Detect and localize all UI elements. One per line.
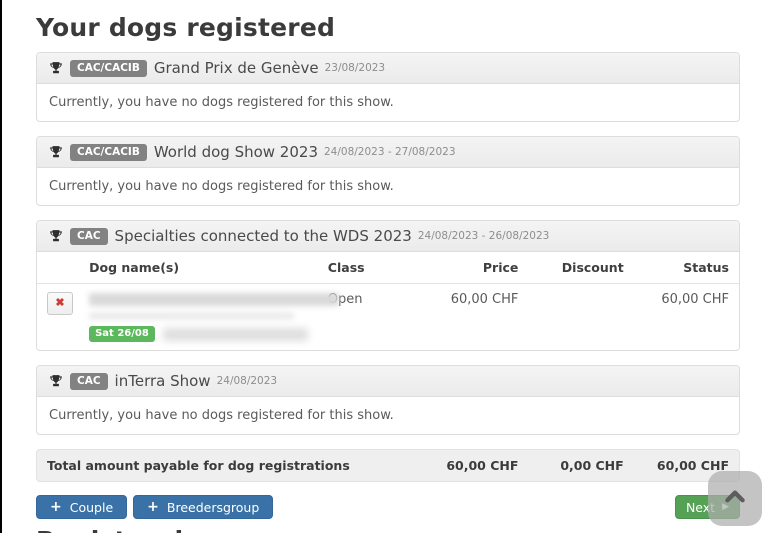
column-delete <box>37 252 80 284</box>
discount-cell <box>528 284 633 351</box>
table-row: ✖ Sat 26/08 Open 60,00 CHF <box>37 284 739 351</box>
trophy-icon <box>49 229 63 243</box>
trophy-icon <box>49 61 63 75</box>
show-type-badge: CAC/CACIB <box>70 143 147 161</box>
show-name: World dog Show 2023 <box>153 143 318 161</box>
column-dog-name: Dog name(s) <box>79 252 318 284</box>
show-type-badge: CAC/CACIB <box>70 59 147 77</box>
delete-registration-button[interactable]: ✖ <box>47 292 73 315</box>
show-panel-header: CAC Specialties connected to the WDS 202… <box>37 221 739 252</box>
show-panel-header: CAC/CACIB World dog Show 2023 24/08/2023… <box>37 137 739 168</box>
price-cell: 60,00 CHF <box>450 292 519 307</box>
totals-label: Total amount payable for dog registratio… <box>47 458 350 473</box>
no-dogs-message: Currently, you have no dogs registered f… <box>49 408 394 423</box>
delete-icon: ✖ <box>55 297 65 309</box>
show-panel-header: CAC/CACIB Grand Prix de Genève 23/08/202… <box>37 53 739 84</box>
register-dogs-title: Register dogs <box>36 527 740 533</box>
show-panel-header: CAC inTerra Show 24/08/2023 <box>37 366 739 397</box>
scroll-to-top-button[interactable] <box>708 471 762 526</box>
status-cell: 60,00 CHF <box>661 292 729 307</box>
show-panel-world-dog-show: CAC/CACIB World dog Show 2023 24/08/2023… <box>36 136 740 206</box>
redacted-dog-name <box>89 293 340 306</box>
totals-bar: Total amount payable for dog registratio… <box>36 449 740 482</box>
no-dogs-message: Currently, you have no dogs registered f… <box>49 95 394 110</box>
plus-icon: + <box>147 499 159 515</box>
redacted-dog-details <box>89 313 295 319</box>
column-price: Price <box>409 252 529 284</box>
plus-icon: + <box>50 499 62 515</box>
add-breedersgroup-button[interactable]: + Breedersgroup <box>133 495 274 519</box>
show-name: inTerra Show <box>114 372 211 390</box>
totals-status: 60,00 CHF <box>656 458 729 473</box>
table-header-row: Dog name(s) Class Price Discount Status <box>37 252 739 284</box>
page-title: Your dogs registered <box>36 13 336 42</box>
show-dates: 23/08/2023 <box>324 62 386 74</box>
totals-discount: 0,00 CHF <box>560 458 624 473</box>
column-status: Status <box>633 252 739 284</box>
trophy-icon <box>49 145 63 159</box>
registrations-table: Dog name(s) Class Price Discount Status … <box>37 252 739 350</box>
dog-name-cell: Sat 26/08 <box>79 284 340 351</box>
show-type-badge: CAC <box>70 372 108 390</box>
show-dates: 24/08/2023 <box>216 375 278 387</box>
actions-row: + Couple + Breedersgroup Next ▶ <box>36 495 740 519</box>
show-dates: 24/08/2023 - 27/08/2023 <box>324 146 456 158</box>
column-class: Class <box>317 252 410 284</box>
column-discount: Discount <box>528 252 634 284</box>
show-day-badge: Sat 26/08 <box>89 326 155 342</box>
show-dates: 24/08/2023 - 26/08/2023 <box>417 230 550 242</box>
chevron-up-icon <box>722 484 748 513</box>
add-couple-button[interactable]: + Couple <box>36 495 128 519</box>
add-breedersgroup-label: Breedersgroup <box>166 499 260 515</box>
trophy-icon <box>49 374 63 388</box>
show-panel-grand-prix: CAC/CACIB Grand Prix de Genève 23/08/202… <box>36 52 740 122</box>
add-couple-label: Couple <box>69 499 114 515</box>
main-content: Your dogs registered CAC/CACIB Grand Pri… <box>36 0 740 533</box>
no-dogs-message: Currently, you have no dogs registered f… <box>49 179 394 194</box>
show-panel-specialties: CAC Specialties connected to the WDS 202… <box>36 220 740 351</box>
redacted-owner-info <box>162 327 308 341</box>
totals-price: 60,00 CHF <box>446 458 519 473</box>
show-name: Grand Prix de Genève <box>153 59 319 77</box>
next-label: Next <box>685 499 716 515</box>
show-type-badge: CAC <box>70 227 108 245</box>
show-name: Specialties connected to the WDS 2023 <box>114 227 412 245</box>
show-panel-interra: CAC inTerra Show 24/08/2023 Currently, y… <box>36 365 740 435</box>
